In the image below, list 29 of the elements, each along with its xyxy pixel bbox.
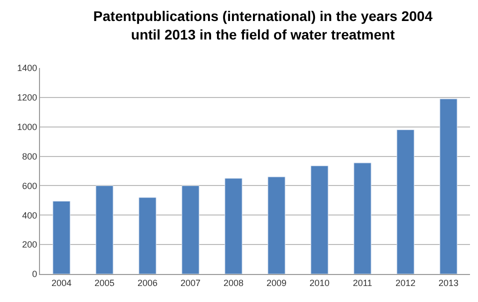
chart-title: Patentpublications (international) in the years 2004 until 2013 in the field of water treatment (93, 8, 433, 42)
y-tick-label: 200 (22, 240, 38, 250)
x-tick-label: 2008 (223, 278, 244, 288)
x-tick-label: 2009 (266, 278, 287, 288)
bar (96, 185, 114, 274)
y-tick-label: 0 (32, 269, 38, 280)
bar (224, 178, 242, 274)
y-tick-label: 1400 (17, 63, 38, 74)
y-tick-label: 1200 (17, 92, 38, 103)
y-tick-label: 400 (22, 210, 38, 220)
x-tick-label: 2013 (438, 278, 459, 288)
x-tick-label: 2011 (352, 278, 372, 288)
x-tick-label: 2004 (51, 278, 72, 288)
y-tick-label: 1000 (17, 122, 38, 132)
bar (138, 197, 156, 274)
y-tick-label: 800 (22, 151, 38, 162)
y-tick-label: 600 (22, 180, 38, 191)
bar (268, 176, 286, 274)
bar (440, 98, 458, 274)
bar (52, 200, 70, 274)
x-tick-label: 2007 (180, 278, 201, 288)
x-tick-label: 2005 (94, 278, 115, 288)
bar (396, 130, 414, 274)
x-tick-label: 2010 (309, 278, 330, 288)
x-tick-label: 2006 (137, 278, 158, 288)
x-tick-label: 2012 (395, 278, 416, 288)
bar (182, 185, 200, 274)
bar (310, 166, 328, 274)
bar (354, 162, 372, 274)
